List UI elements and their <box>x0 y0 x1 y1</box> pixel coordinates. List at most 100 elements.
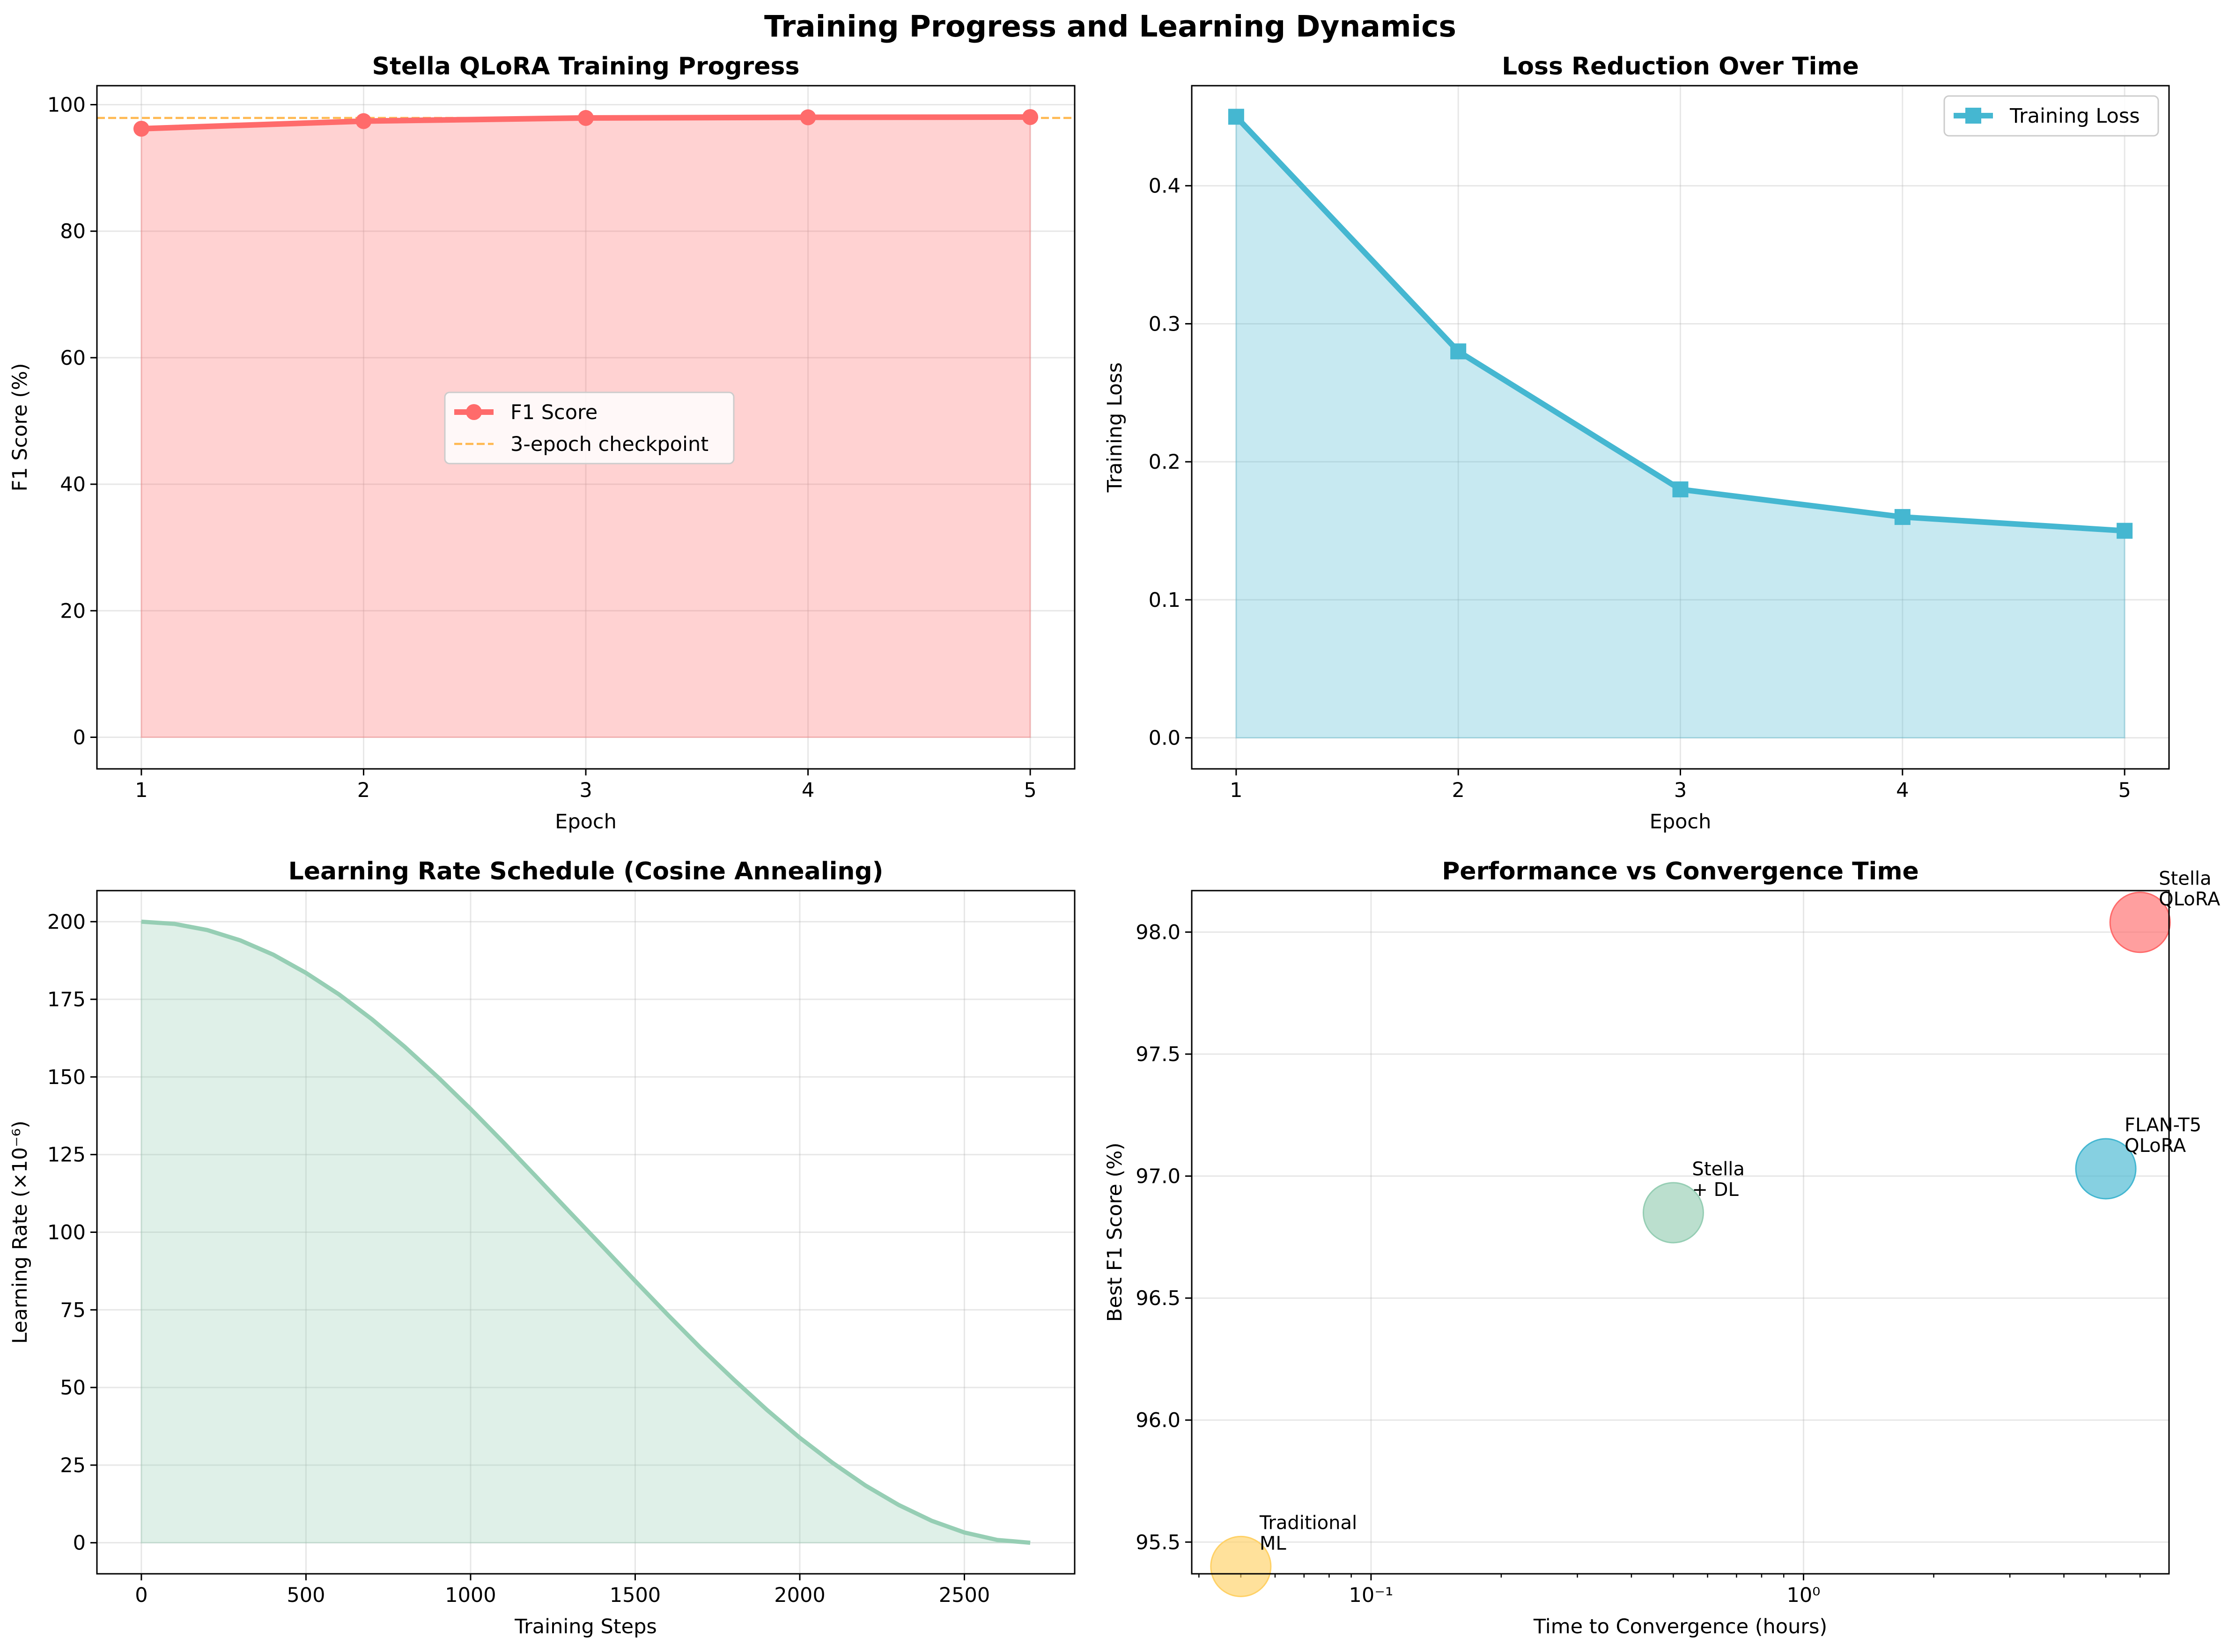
scatter-point <box>1210 1535 1272 1597</box>
data-point <box>355 113 372 129</box>
x-tick-label: 500 <box>287 1584 325 1607</box>
legend-marker <box>1965 108 1981 124</box>
panel-2: Loss Reduction Over Time Epoch Training Lo… <box>1103 52 2170 833</box>
x-tick-label: 5 <box>1024 779 1036 802</box>
x-tick-label: 2000 <box>774 1584 825 1607</box>
data-point <box>578 110 594 126</box>
panel-1: Stella QLoRA Training Progress Epoch F1 Sc… <box>8 52 1076 833</box>
point-label-line: QLoRA <box>2159 889 2221 910</box>
y-tick-label: 100 <box>47 94 86 117</box>
legend-box <box>444 391 735 465</box>
y-tick-label: 40 <box>60 473 86 496</box>
x-tick-label: 4 <box>1896 779 1909 802</box>
panel-title: Learning Rate Schedule (Cosine Annealing… <box>288 857 884 885</box>
data-point <box>133 120 149 137</box>
x-tick-label: 3 <box>1674 779 1687 802</box>
legend: Training Loss <box>1943 95 2159 137</box>
legend-marker <box>466 404 482 420</box>
y-tick-label: 97.5 <box>1136 1043 1181 1066</box>
y-tick-label: 0.1 <box>1149 589 1181 612</box>
panel-title: Stella QLoRA Training Progress <box>372 52 800 81</box>
data-point <box>2117 523 2133 539</box>
point-label-line: Stella <box>1692 1158 1744 1180</box>
point-label: Stella QLoRA <box>2159 868 2221 910</box>
scatter-point <box>1642 1182 1704 1244</box>
plot-border <box>96 890 1076 1575</box>
y-tick-label: 0 <box>73 1532 86 1555</box>
point-label-line: ML <box>1260 1533 1287 1554</box>
point-label-line: Stella <box>2159 868 2211 890</box>
y-tick-label: 60 <box>60 347 86 370</box>
legend: F1 Score 3-epoch checkpoint <box>444 391 735 465</box>
plot-border <box>1191 85 2170 770</box>
y-tick-label: 75 <box>60 1298 86 1322</box>
y-tick-label: 20 <box>60 599 86 623</box>
y-axis-label: Learning Rate (×10⁻⁶) <box>8 1121 32 1344</box>
x-tick-label: 4 <box>802 779 814 802</box>
y-axis-label: Training Loss <box>1103 362 1127 493</box>
data-point <box>800 109 816 125</box>
point-label-line: Traditional <box>1259 1512 1357 1534</box>
panel-title: Performance vs Convergence Time <box>1442 857 1919 885</box>
panel-title: Loss Reduction Over Time <box>1502 52 1859 81</box>
y-tick-label: 200 <box>47 910 86 934</box>
legend-label: Training Loss <box>2009 104 2140 128</box>
y-tick-label: 150 <box>47 1066 86 1089</box>
y-axis-label: F1 Score (%) <box>8 363 32 491</box>
figure-title: Training Progress and Learning Dynamics <box>764 9 1456 44</box>
x-tick-label: 1000 <box>445 1584 496 1607</box>
y-tick-label: 0.2 <box>1149 450 1181 474</box>
y-tick-label: 50 <box>60 1376 86 1400</box>
x-tick-label: 1 <box>1230 779 1242 802</box>
legend-label: F1 Score <box>510 401 598 424</box>
y-tick-label: 175 <box>47 988 86 1011</box>
y-tick-label: 95.5 <box>1136 1531 1181 1554</box>
y-tick-label: 0.3 <box>1149 312 1181 336</box>
x-tick-label: 2500 <box>939 1584 990 1607</box>
lr-curve <box>141 919 1031 1545</box>
point-label: Traditional ML <box>1259 1512 1357 1554</box>
data-point <box>1022 109 1039 125</box>
x-axis-label: Time to Convergence (hours) <box>1533 1615 1827 1638</box>
x-tick-label: 10⁰ <box>1786 1584 1820 1607</box>
panel-3: Learning Rate Schedule (Cosine Annealing… <box>8 857 1076 1638</box>
y-tick-label: 25 <box>60 1454 86 1477</box>
y-axis-label: Best F1 Score (%) <box>1103 1143 1127 1322</box>
y-tick-label: 0.4 <box>1149 175 1181 198</box>
y-tick-label: 125 <box>47 1143 86 1167</box>
plot-border <box>96 85 1076 770</box>
data-point <box>1672 481 1689 498</box>
point-label: FLAN-T5 QLoRA <box>2125 1114 2201 1157</box>
data-point <box>1450 343 1467 360</box>
scatter-point <box>2075 1138 2137 1200</box>
x-tick-label: 1500 <box>610 1584 661 1607</box>
x-axis-label: Epoch <box>555 810 617 833</box>
y-tick-label: 97.0 <box>1136 1165 1181 1188</box>
x-tick-label: 3 <box>579 779 592 802</box>
y-tick-label: 80 <box>60 220 86 243</box>
data-point <box>1894 509 1911 525</box>
plot-border <box>1191 890 2170 1575</box>
x-tick-label: 1 <box>135 779 148 802</box>
x-tick-label: 10⁻¹ <box>1349 1584 1394 1607</box>
x-tick-label: 0 <box>135 1584 148 1607</box>
x-axis-label: Epoch <box>1650 810 1712 833</box>
y-tick-label: 96.5 <box>1136 1287 1181 1310</box>
y-tick-label: 96.0 <box>1136 1409 1181 1432</box>
x-axis-label: Training Steps <box>514 1615 657 1638</box>
data-point <box>1228 109 1244 125</box>
x-tick-label: 2 <box>357 779 370 802</box>
y-tick-label: 98.0 <box>1136 921 1181 944</box>
x-tick-label: 5 <box>2118 779 2131 802</box>
panel-4: Performance vs Convergence Time Time to C… <box>1103 857 2221 1638</box>
point-label-line: QLoRA <box>2125 1135 2186 1157</box>
legend-box <box>1943 95 2159 137</box>
x-tick-label: 2 <box>1452 779 1465 802</box>
point-label-line: FLAN-T5 <box>2125 1114 2201 1136</box>
point-label: Stella + DL <box>1692 1158 1744 1201</box>
y-tick-label: 100 <box>47 1221 86 1245</box>
scatter-point <box>2109 892 2171 953</box>
point-label-line: + DL <box>1692 1179 1739 1201</box>
legend-label: 3-epoch checkpoint <box>510 433 708 456</box>
